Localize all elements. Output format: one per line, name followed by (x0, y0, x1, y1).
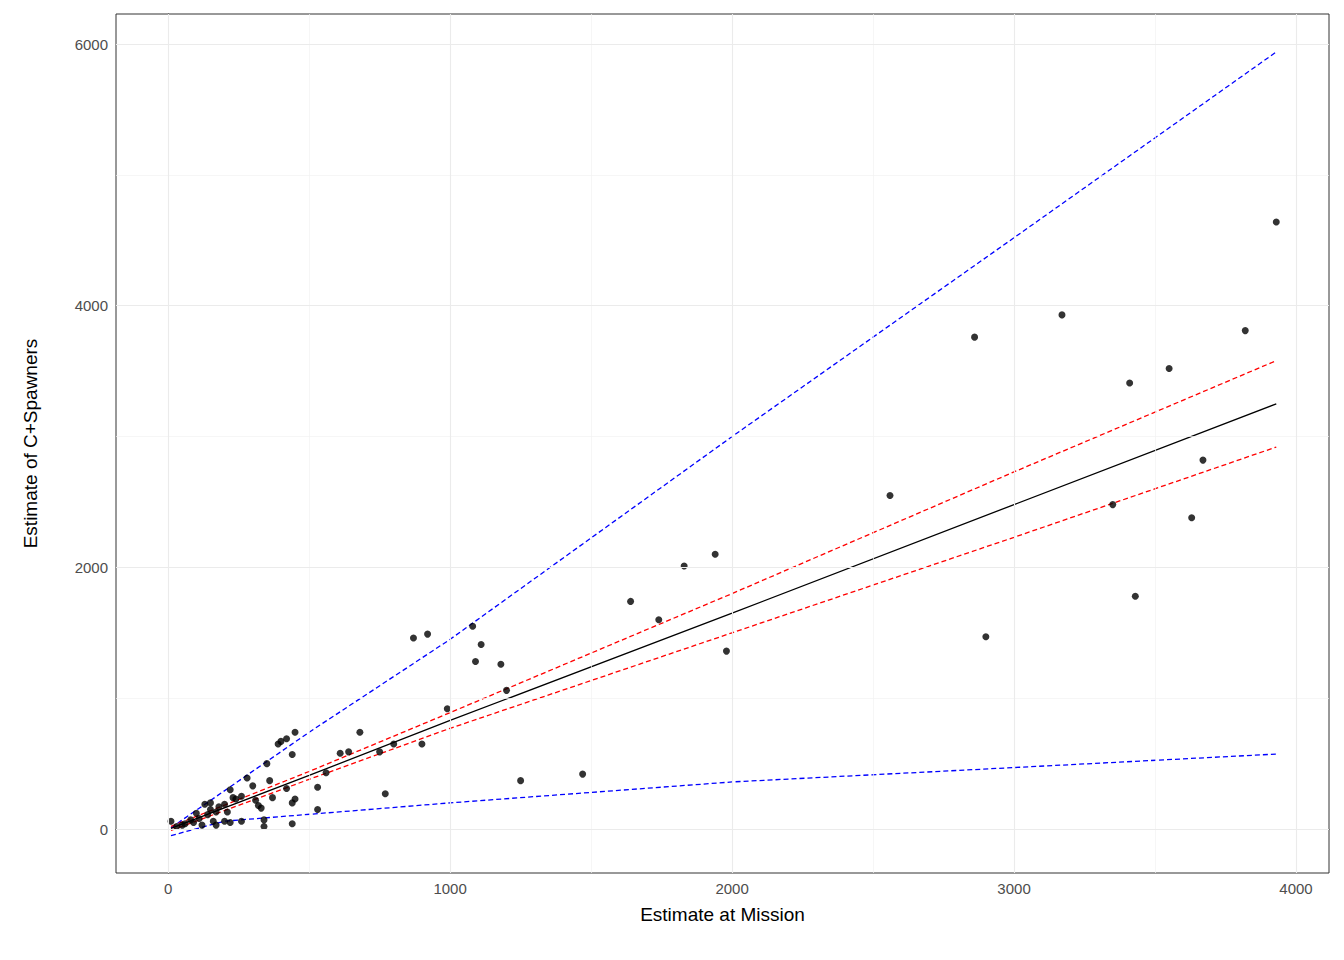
svg-text:Estimate at Mission: Estimate at Mission (640, 904, 805, 925)
svg-text:2000: 2000 (75, 559, 108, 576)
svg-text:Estimate of C+Spawners: Estimate of C+Spawners (20, 339, 41, 549)
svg-text:4000: 4000 (75, 297, 108, 314)
svg-text:0: 0 (164, 880, 172, 897)
svg-text:4000: 4000 (1279, 880, 1312, 897)
svg-text:3000: 3000 (997, 880, 1030, 897)
svg-text:1000: 1000 (433, 880, 466, 897)
svg-text:2000: 2000 (715, 880, 748, 897)
svg-text:6000: 6000 (75, 36, 108, 53)
svg-text:0: 0 (100, 821, 108, 838)
